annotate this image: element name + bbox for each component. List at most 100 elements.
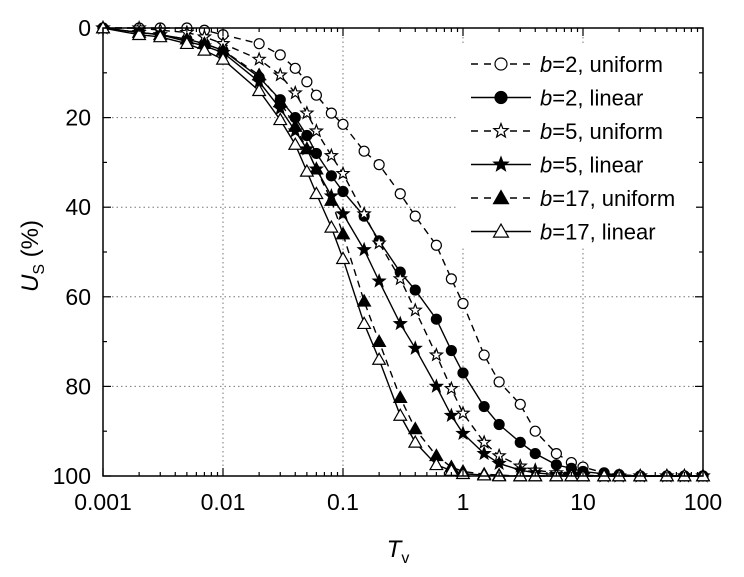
legend-item: b=17, linear [471, 220, 656, 245]
data-point [492, 121, 510, 139]
legend-background [458, 44, 696, 248]
data-point [356, 293, 372, 307]
data-point [514, 398, 526, 410]
data-point [337, 118, 349, 130]
legend-item: b=5, uniform [471, 119, 663, 144]
data-point [324, 192, 339, 206]
y-axis-title-sub: S [31, 264, 48, 275]
data-point [476, 434, 492, 449]
data-point [514, 436, 526, 448]
data-point [371, 235, 387, 250]
data-point [478, 400, 490, 413]
legend-label: b=2, uniform [540, 52, 663, 77]
data-point [251, 83, 267, 97]
y-axis-title-suffix: (%) [17, 220, 44, 264]
legend-label-text: =2, linear [552, 86, 643, 111]
data-point [407, 434, 423, 448]
data-point [215, 51, 231, 65]
axis-ticks [102, 27, 703, 477]
legend-label: b=17, linear [540, 220, 656, 245]
data-point [335, 251, 351, 265]
data-point [253, 38, 265, 50]
data-point [476, 445, 492, 461]
data-point [301, 129, 313, 142]
data-point [309, 186, 324, 200]
data-point [371, 351, 387, 365]
data-point [251, 51, 267, 66]
data-point [301, 76, 313, 88]
data-point [550, 448, 562, 460]
legend-item: b=17, uniform [471, 186, 675, 211]
y-tick-label: 0 [78, 15, 91, 41]
y-tick-label: 80 [65, 373, 91, 399]
legend-label-text: =2, uniform [552, 52, 663, 77]
data-point [529, 448, 541, 460]
legend-label-text: =5, uniform [552, 119, 663, 144]
y-tick-label: 60 [65, 284, 91, 310]
data-point [428, 378, 445, 393]
data-point [445, 344, 457, 357]
legend-item: b=5, linear [471, 153, 643, 178]
data-point [392, 407, 408, 421]
data-point [493, 376, 505, 388]
data-point [493, 418, 505, 431]
data-point [409, 210, 421, 222]
x-axis-title-main: T [387, 536, 404, 563]
legend-label-var: b [540, 86, 552, 111]
data-point [152, 29, 168, 43]
data-point [392, 270, 408, 286]
data-point [492, 222, 510, 238]
x-tick-label: 10 [570, 489, 596, 515]
data-point [310, 89, 322, 101]
data-point [430, 239, 442, 251]
data-point [430, 313, 442, 325]
y-tick-label: 40 [65, 194, 91, 220]
legend-label-text: =17, linear [552, 220, 655, 245]
legend-label-var: b [540, 220, 552, 245]
data-point [443, 380, 460, 396]
data-point [457, 367, 469, 379]
y-axis-title-main: U [17, 274, 44, 292]
data-point [337, 185, 349, 198]
data-point [335, 226, 351, 240]
y-tick-label: 100 [53, 463, 91, 489]
data-point [428, 346, 445, 362]
data-point [373, 159, 385, 171]
data-point [251, 67, 267, 81]
legend-label: b=2, linear [540, 86, 643, 111]
data-point [309, 161, 324, 175]
legend-label-var: b [540, 186, 552, 211]
x-tick-label: 0.1 [327, 489, 359, 515]
data-point [492, 189, 510, 205]
data-point [407, 302, 423, 317]
data-point [392, 390, 408, 403]
data-point [596, 468, 612, 482]
data-point [392, 315, 408, 331]
data-point [356, 241, 372, 257]
data-point [529, 425, 541, 437]
legend-label-var: b [540, 153, 552, 178]
data-point [407, 340, 423, 355]
data-point [358, 145, 370, 157]
data-point [274, 49, 286, 61]
data-point [494, 57, 508, 71]
data-point [443, 407, 460, 423]
legend-item: b=2, linear [471, 86, 643, 111]
data-point [131, 27, 147, 41]
data-point [289, 62, 301, 74]
data-point [494, 90, 508, 105]
y-tick-labels: 0 20 40 60 80 100 [53, 15, 91, 489]
series-line [103, 27, 703, 477]
x-tick-label: 100 [684, 489, 722, 515]
data-point [323, 147, 340, 163]
data-point [325, 170, 337, 182]
data-point [272, 112, 288, 126]
data-point [478, 349, 490, 361]
x-tick-label: 1 [457, 489, 470, 515]
data-point [335, 165, 351, 181]
legend-label-var: b [540, 119, 552, 144]
x-tick-label: 0.01 [201, 489, 246, 515]
data-point [491, 455, 507, 470]
